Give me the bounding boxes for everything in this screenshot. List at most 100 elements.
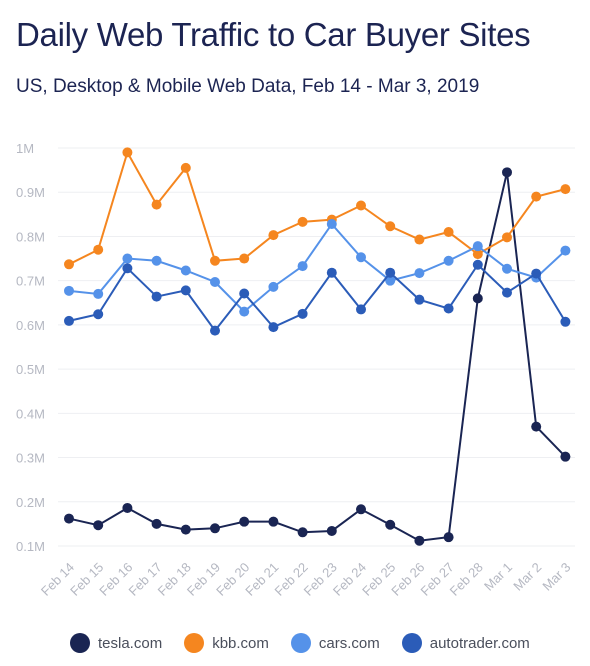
y-tick-label: 0.2M xyxy=(16,495,45,510)
data-point xyxy=(297,216,308,227)
data-point xyxy=(531,421,542,432)
data-point xyxy=(297,261,308,272)
y-tick-label: 1M xyxy=(16,141,34,156)
data-point xyxy=(210,276,220,287)
data-point xyxy=(385,519,396,530)
y-tick-label: 0.9M xyxy=(16,185,45,200)
y-tick-label: 0.8M xyxy=(16,229,45,244)
series-line xyxy=(68,263,567,333)
data-point xyxy=(326,267,337,278)
y-tick-label: 0.4M xyxy=(16,406,45,421)
y-tick-label: 0.5M xyxy=(16,362,45,377)
data-point xyxy=(268,322,279,333)
data-point xyxy=(443,255,454,266)
data-point xyxy=(64,315,74,326)
data-point xyxy=(93,309,104,320)
data-point xyxy=(210,255,220,266)
y-tick-label: 0.3M xyxy=(16,451,45,466)
data-point xyxy=(210,325,220,336)
legend-item: cars.com xyxy=(290,633,380,653)
x-tick-label: Mar 1 xyxy=(481,560,515,594)
series-line xyxy=(68,172,567,542)
y-tick-label: 0.6M xyxy=(16,318,45,333)
data-point xyxy=(385,221,396,232)
data-point xyxy=(443,303,454,314)
data-point xyxy=(239,253,250,264)
legend-item: tesla.com xyxy=(70,633,162,653)
data-point xyxy=(93,244,104,255)
data-point xyxy=(531,191,542,202)
data-point xyxy=(64,513,74,524)
data-point xyxy=(64,285,74,296)
data-point xyxy=(356,304,366,315)
data-point xyxy=(443,532,454,543)
data-point xyxy=(502,167,512,178)
data-point xyxy=(326,525,337,536)
data-point xyxy=(180,162,191,173)
data-point xyxy=(268,281,279,292)
data-point xyxy=(502,232,512,243)
data-point xyxy=(268,230,279,241)
data-point xyxy=(64,259,74,270)
data-point xyxy=(122,502,133,513)
legend-label: cars.com xyxy=(318,634,380,652)
y-tick-label: 0.1M xyxy=(16,539,45,554)
data-point xyxy=(239,516,250,527)
chart-title: Daily Web Traffic to Car Buyer Sites xyxy=(16,16,531,53)
legend-label: tesla.com xyxy=(98,634,163,652)
data-point xyxy=(502,287,512,298)
data-point xyxy=(268,516,279,527)
data-point xyxy=(560,451,571,462)
data-point xyxy=(560,184,571,195)
chart-subtitle: US, Desktop & Mobile Web Data, Feb 14 - … xyxy=(16,76,480,97)
chart-legend: tesla.com kbb.com cars.com autotrader.com xyxy=(70,633,552,653)
legend-label: autotrader.com xyxy=(429,634,530,652)
data-point xyxy=(210,523,220,534)
series-line xyxy=(68,222,567,313)
data-point xyxy=(326,219,337,230)
x-tick-label: Feb 28 xyxy=(447,560,486,599)
data-point xyxy=(472,241,483,252)
data-point xyxy=(151,291,162,302)
data-point xyxy=(151,518,162,529)
legend-swatch xyxy=(401,633,422,653)
data-point xyxy=(239,306,250,317)
legend-item: autotrader.com xyxy=(401,633,530,653)
data-point xyxy=(414,294,425,305)
data-point xyxy=(93,288,104,299)
data-point xyxy=(560,316,571,327)
data-point xyxy=(356,200,366,211)
data-point xyxy=(385,267,396,278)
legend-item: kbb.com xyxy=(184,633,269,653)
y-tick-label: 0.7M xyxy=(16,274,45,289)
legend-swatch xyxy=(184,633,205,653)
data-point xyxy=(122,263,133,274)
data-point xyxy=(151,199,162,210)
data-point xyxy=(502,263,512,274)
legend-label: kbb.com xyxy=(212,634,269,652)
data-point xyxy=(472,249,483,260)
data-point xyxy=(443,227,454,238)
x-tick-label: Mar 2 xyxy=(510,560,544,594)
data-point xyxy=(122,253,133,264)
data-point xyxy=(414,535,425,546)
data-point xyxy=(122,147,133,158)
data-point xyxy=(93,520,104,531)
data-point xyxy=(356,252,366,263)
legend-swatch xyxy=(290,633,311,653)
data-point xyxy=(239,288,250,299)
data-point xyxy=(180,265,191,276)
data-point xyxy=(180,285,191,296)
series-line xyxy=(68,149,566,266)
data-point xyxy=(356,504,366,515)
data-point xyxy=(151,255,162,266)
data-point xyxy=(297,527,308,538)
data-point xyxy=(472,293,483,304)
data-point xyxy=(297,308,308,319)
data-point xyxy=(180,524,191,535)
x-tick-label: Mar 3 xyxy=(539,560,573,594)
data-point xyxy=(414,234,425,245)
data-point xyxy=(560,245,571,256)
data-point xyxy=(414,268,425,279)
